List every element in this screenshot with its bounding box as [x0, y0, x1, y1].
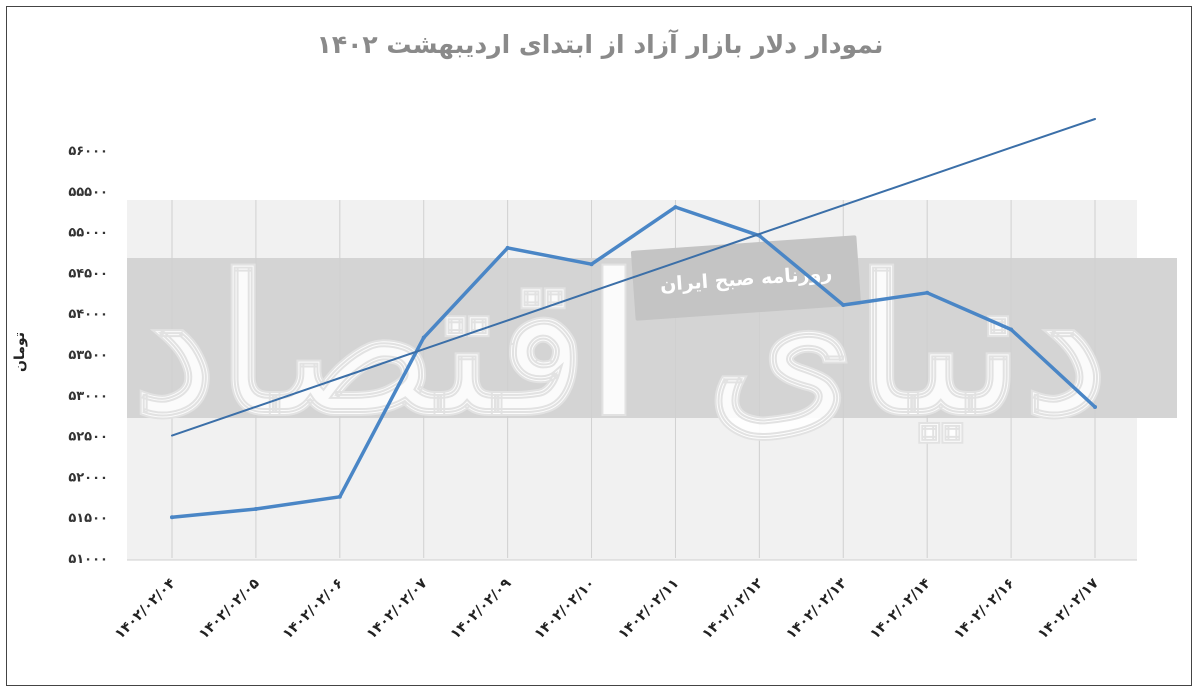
x-tick-label: ۱۴۰۲/۰۲/۱۱: [615, 576, 682, 643]
data-point: [1009, 327, 1014, 332]
plot-background: [127, 200, 1177, 560]
y-tick-label: ۵۴۰۰۰: [68, 307, 108, 322]
x-tick-label: ۱۴۰۲/۰۲/۰۵: [196, 575, 263, 642]
data-point: [1093, 405, 1097, 410]
x-tick-label: ۱۴۰۲/۰۲/۰۷: [364, 575, 431, 642]
y-tick-label: ۵۲۰۰۰: [68, 470, 108, 485]
y-tick-label: ۵۵۵۰۰: [68, 185, 108, 200]
vertical-gridlines: [127, 200, 1137, 561]
x-tick-label: ۱۴۰۲/۰۲/۰۴: [112, 575, 179, 642]
x-axis-ticks: ۱۴۰۲/۰۲/۰۴ ۱۴۰۲/۰۲/۰۵ ۱۴۰۲/۰۲/۰۶ ۱۴۰۲/۰۲/۰۷…: [112, 575, 1102, 642]
x-tick-label: ۱۴۰۲/۰۲/۱۲: [699, 575, 766, 642]
x-tick-label: ۱۴۰۲/۰۲/۱۶: [951, 576, 1018, 643]
data-point: [841, 303, 846, 308]
y-tick-label: ۵۲۵۰۰: [68, 430, 108, 445]
y-tick-label: ۵۳۰۰۰: [68, 389, 108, 404]
watermark: دنیای اقتصاد روزنامه صبح ایران: [131, 233, 1109, 458]
data-point: [253, 507, 258, 512]
y-tick-label: ۵۵۰۰۰: [68, 226, 108, 241]
data-point: [337, 494, 342, 499]
series-lines: [170, 118, 1097, 520]
x-tick-label: ۱۴۰۲/۰۲/۱۰: [531, 576, 598, 643]
data-point: [673, 205, 678, 210]
x-tick-label: ۱۴۰۲/۰۲/۰۹: [448, 575, 515, 642]
y-tick-label: ۵۱۵۰۰: [68, 511, 108, 526]
x-tick-label: ۱۴۰۲/۰۲/۱۳: [783, 575, 850, 642]
data-point: [505, 245, 510, 250]
trendline: [171, 118, 1096, 437]
y-tick-label: ۵۱۰۰۰: [68, 552, 108, 567]
y-axis-ticks: ۵۱۰۰۰ ۵۱۵۰۰ ۵۲۰۰۰ ۵۲۵۰۰ ۵۳۰۰۰ ۵۳۵۰۰ ۵۴۰۰۰ ۵۴۵۰۰…: [68, 144, 108, 567]
data-point: [925, 290, 930, 295]
data-point: [170, 515, 174, 520]
x-tick-label: ۱۴۰۲/۰۲/۱۴: [867, 575, 934, 642]
watermark-brand-text: دنیای اقتصاد: [132, 234, 1108, 457]
series-line: [170, 205, 1097, 519]
y-tick-label: ۵۴۵۰۰: [68, 266, 108, 281]
watermark-tagline-badge: روزنامه صبح ایران: [630, 235, 862, 321]
y-tick-label: ۵۳۵۰۰: [68, 348, 108, 363]
chart-title: نمودار دلار بازار آزاد از ابتدای اردیبهش…: [316, 30, 884, 59]
y-tick-label: ۵۶۰۰۰: [68, 144, 108, 159]
data-point: [589, 262, 594, 267]
x-tick-label: ۱۴۰۲/۰۲/۱۷: [1035, 575, 1102, 642]
x-tick-label: ۱۴۰۲/۰۲/۰۶: [280, 576, 347, 643]
data-point: [421, 335, 426, 340]
